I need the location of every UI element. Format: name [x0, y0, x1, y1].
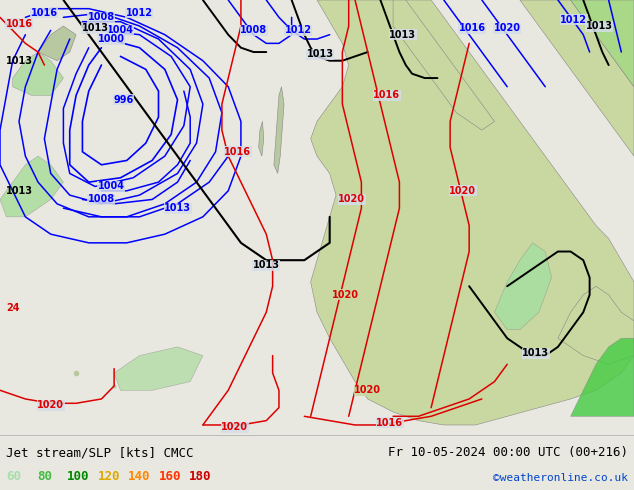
Text: 1016: 1016: [459, 23, 486, 33]
Text: 1008: 1008: [88, 12, 115, 23]
Text: 1020: 1020: [339, 195, 365, 204]
Text: 1016: 1016: [224, 147, 251, 157]
Text: 1012: 1012: [126, 8, 153, 18]
Text: 996: 996: [113, 95, 134, 105]
Polygon shape: [274, 87, 284, 173]
Text: 1004: 1004: [98, 181, 124, 192]
Text: 1012: 1012: [560, 15, 587, 24]
Text: 1013: 1013: [6, 56, 34, 66]
Text: Jet stream/SLP [kts] CMCC: Jet stream/SLP [kts] CMCC: [6, 446, 194, 459]
Polygon shape: [311, 0, 634, 425]
Text: 1012: 1012: [285, 25, 311, 35]
Polygon shape: [13, 52, 63, 96]
Text: 1016: 1016: [377, 418, 403, 428]
Text: 1020: 1020: [332, 290, 359, 300]
Text: 1013: 1013: [522, 348, 549, 358]
Text: 100: 100: [67, 470, 89, 483]
Text: 60: 60: [6, 470, 22, 483]
Text: 1013: 1013: [164, 203, 191, 213]
Text: 1008: 1008: [88, 195, 115, 204]
Text: 1020: 1020: [221, 422, 248, 432]
Text: ©weatheronline.co.uk: ©weatheronline.co.uk: [493, 473, 628, 483]
Text: 1016: 1016: [31, 8, 58, 18]
Text: 140: 140: [128, 470, 150, 483]
Polygon shape: [520, 0, 634, 156]
Text: 1013: 1013: [82, 23, 108, 33]
Text: 120: 120: [98, 470, 120, 483]
Polygon shape: [571, 338, 634, 416]
Text: 160: 160: [158, 470, 181, 483]
Text: 1000: 1000: [98, 34, 124, 44]
Polygon shape: [571, 0, 634, 87]
Text: 1013: 1013: [6, 186, 34, 196]
Text: 1013: 1013: [586, 21, 612, 31]
Polygon shape: [393, 0, 495, 130]
Text: 1020: 1020: [450, 186, 476, 196]
Text: 1004: 1004: [107, 25, 134, 35]
Text: Fr 10-05-2024 00:00 UTC (00+216): Fr 10-05-2024 00:00 UTC (00+216): [387, 446, 628, 459]
Polygon shape: [38, 26, 76, 61]
Text: 1013: 1013: [307, 49, 333, 59]
Text: 1020: 1020: [354, 385, 381, 395]
Text: 1013: 1013: [253, 260, 280, 270]
Text: 1016: 1016: [6, 19, 32, 29]
Polygon shape: [558, 286, 634, 364]
Polygon shape: [114, 347, 203, 390]
Polygon shape: [0, 156, 63, 217]
Text: 1013: 1013: [389, 30, 416, 40]
Text: 1020: 1020: [494, 23, 521, 33]
Polygon shape: [259, 122, 264, 156]
Polygon shape: [495, 243, 552, 330]
Text: 1016: 1016: [373, 90, 400, 100]
Text: 80: 80: [37, 470, 52, 483]
Text: 24: 24: [6, 303, 20, 313]
Text: 1020: 1020: [37, 400, 64, 411]
Text: 180: 180: [189, 470, 211, 483]
Text: 1008: 1008: [240, 25, 267, 35]
